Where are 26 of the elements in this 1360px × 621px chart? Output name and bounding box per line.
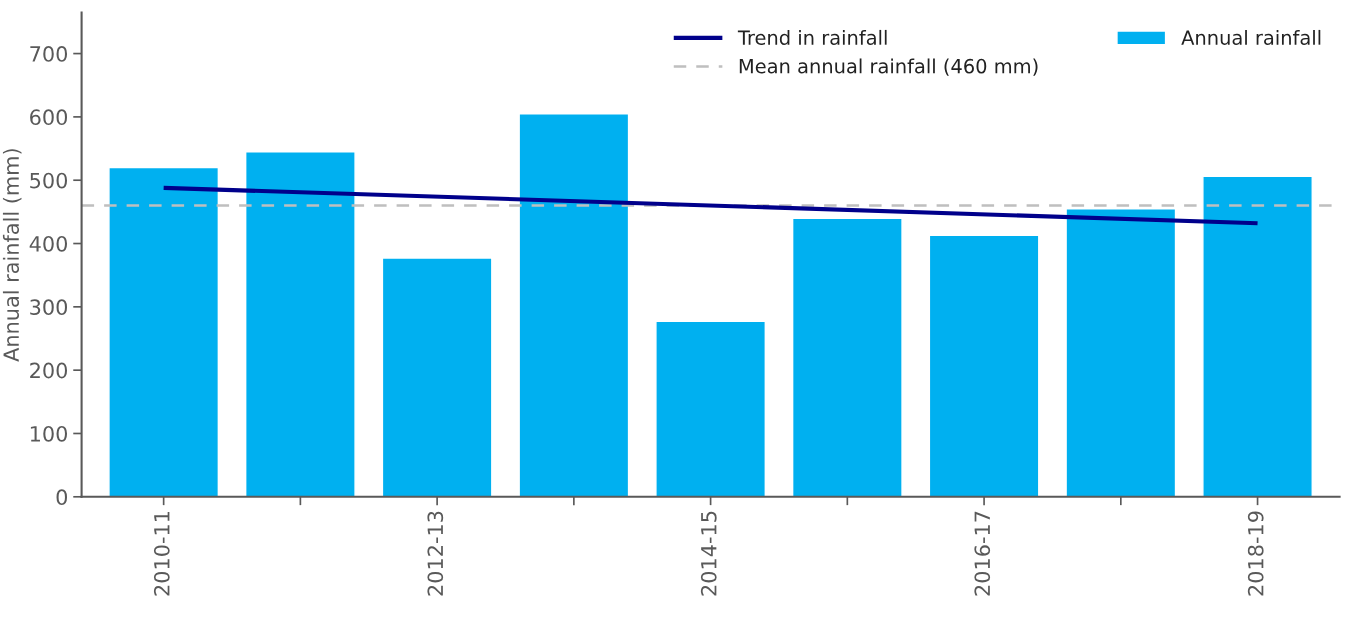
y-tick-label: 400: [29, 235, 68, 252]
y-tick-label: 700: [30, 46, 68, 62]
y-tick-label: 500: [30, 172, 68, 189]
y-tick-label: 100: [30, 425, 68, 442]
bar: [655, 320, 766, 497]
bar: [928, 234, 1040, 497]
bar: [1202, 175, 1313, 497]
bar: [381, 257, 493, 497]
bar: [108, 166, 220, 497]
x-tick-label: 2012-13: [427, 511, 444, 596]
legend-label: Trend in rainfall: [737, 29, 887, 45]
y-tick-label: 300: [30, 299, 68, 316]
bar: [791, 217, 903, 497]
bar: [1065, 208, 1177, 497]
legend-label: Mean annual rainfall (460 mm): [739, 58, 1038, 76]
y-axis-title: Annual rainfall (mm): [2, 149, 22, 362]
x-tick-label: 2010-11: [153, 511, 170, 596]
y-tick-label: 0: [56, 489, 68, 506]
x-tick-label: 2018-19: [1247, 511, 1264, 596]
x-tick-label: 2016-17: [974, 511, 991, 596]
legend-label: Annual rainfall: [1181, 29, 1321, 45]
bar: [518, 113, 630, 497]
y-tick-label: 600: [30, 109, 68, 126]
y-tick-label: 200: [30, 362, 68, 379]
x-tick-label: 2014-15: [700, 511, 717, 596]
bar: [244, 151, 356, 497]
